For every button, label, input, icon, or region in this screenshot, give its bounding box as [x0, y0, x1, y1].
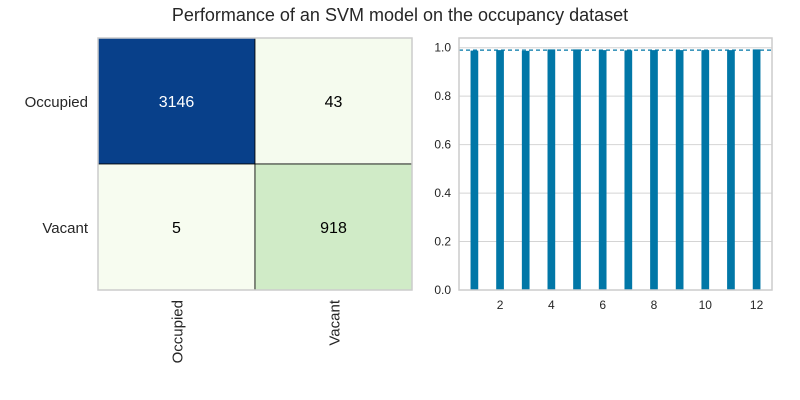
cm-frame: [97, 37, 413, 291]
x-tick-label: 2: [497, 298, 504, 312]
y-tick-label: 0.8: [434, 89, 451, 103]
bar: [547, 49, 556, 291]
cm-col-label: Occupied: [170, 300, 187, 363]
bar: [752, 49, 761, 291]
x-tick-label: 6: [599, 298, 606, 312]
chart-title: Performance of an SVM model on the occup…: [171, 5, 629, 25]
cm-cell: [254, 163, 413, 291]
bar: [598, 50, 607, 290]
x-tick-label: 10: [699, 298, 713, 312]
bar: [624, 50, 633, 290]
bar-plot-frame: [458, 37, 773, 291]
cm-row-label: Vacant: [42, 220, 88, 237]
cm-row-label: Occupied: [25, 94, 88, 111]
bar: [573, 49, 581, 291]
cm-cell-label: 43: [325, 94, 343, 111]
y-tick-label: 1.0: [434, 41, 451, 55]
cm-cell-label: 5: [172, 220, 181, 237]
bar-plot-area: [459, 38, 772, 290]
x-tick-label: 12: [750, 298, 764, 312]
y-tick-label: 0.6: [434, 138, 451, 152]
cm-cell-label: 3146: [159, 94, 195, 111]
bar: [521, 50, 530, 290]
bar: [650, 50, 658, 290]
cm-col-label: Vacant: [327, 299, 344, 345]
cm-cell-label: 918: [320, 220, 347, 237]
y-tick-label: 0.2: [434, 235, 451, 249]
bar: [470, 50, 479, 290]
cm-cell: [254, 37, 413, 165]
x-tick-label: 8: [651, 298, 658, 312]
bar: [675, 50, 684, 290]
y-tick-label: 0.0: [434, 283, 451, 297]
x-tick-label: 4: [548, 298, 555, 312]
bar: [727, 50, 735, 290]
y-tick-label: 0.4: [434, 186, 451, 200]
bar: [496, 50, 504, 290]
bar: [701, 50, 710, 290]
